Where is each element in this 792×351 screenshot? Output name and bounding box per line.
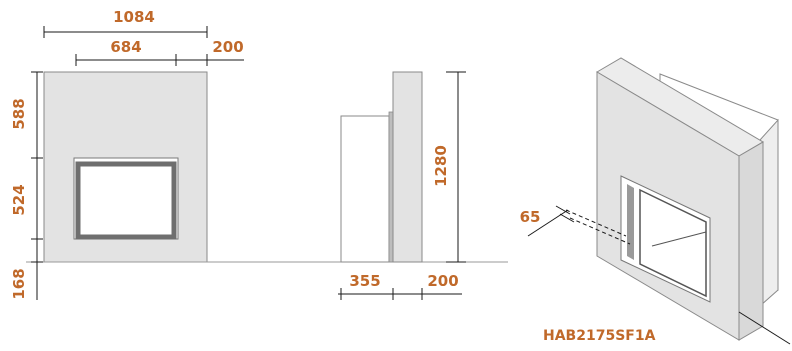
iso-floor-line xyxy=(738,311,791,345)
dim-tick xyxy=(559,213,575,223)
dim-tick xyxy=(555,205,571,215)
dim-width-side: 200 xyxy=(212,38,243,56)
dim-projection-dashed xyxy=(569,217,631,245)
dim-width-opening: 684 xyxy=(110,38,141,56)
model-code: HAB2175SF1A xyxy=(543,328,656,344)
dim-width-total: 1084 xyxy=(113,8,155,26)
dim-height-base: 168 xyxy=(10,268,28,299)
side-surround-panel xyxy=(392,71,423,263)
iso-firebox-inner-left xyxy=(627,184,634,260)
dim-depth-wall: 200 xyxy=(427,272,458,290)
dim-depth-box: 355 xyxy=(349,272,380,290)
side-firebox-box xyxy=(340,115,390,263)
dim-depth-inset: 65 xyxy=(520,208,541,226)
iso-firebox-rear-edge xyxy=(651,231,707,247)
side-frame-strip xyxy=(388,111,394,263)
iso-view: 65 HAB2175SF1A xyxy=(520,57,791,345)
dim-height-opening: 524 xyxy=(10,184,28,215)
front-firebox-frame xyxy=(75,161,177,240)
dim-projection-dashed xyxy=(565,209,627,237)
dim-height-top: 588 xyxy=(10,98,28,129)
front-view: 1084 684 200 588 524 168 xyxy=(10,8,244,300)
dim-height-total: 1280 xyxy=(432,145,450,187)
iso-firebox-glass xyxy=(639,188,707,298)
side-view: 1280 355 200 xyxy=(228,71,508,300)
iso-surround-side xyxy=(738,141,764,341)
